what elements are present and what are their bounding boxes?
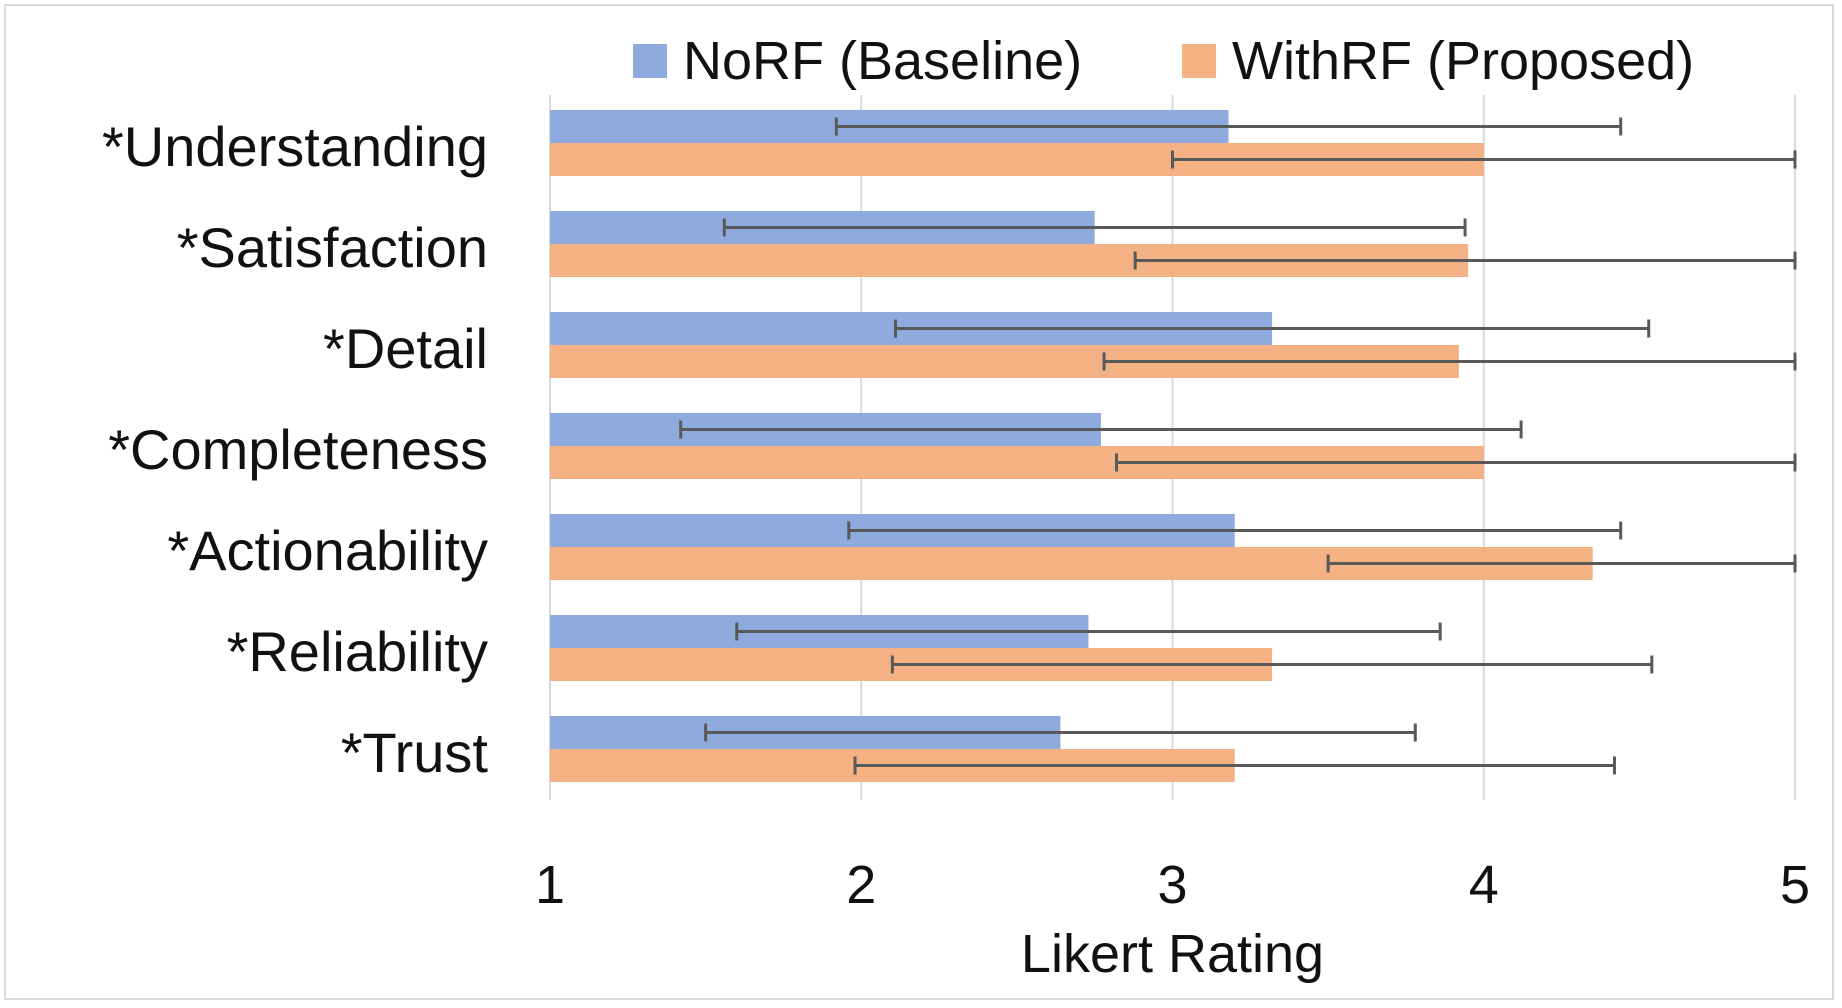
category-labels: *Understanding *Satisfaction *Detail *Compl…	[102, 115, 488, 784]
error-bar	[735, 622, 1442, 641]
category-label: *Reliability	[227, 620, 488, 683]
x-tick-label: 2	[846, 855, 876, 915]
category-label: *Detail	[323, 317, 488, 380]
error-bar	[704, 723, 1417, 742]
category-label: *Understanding	[102, 115, 488, 178]
legend: NoRF (Baseline) WithRF (Proposed)	[633, 31, 1694, 91]
category-label: *Completeness	[108, 418, 488, 481]
legend-label-norf: NoRF (Baseline)	[683, 31, 1082, 91]
legend-swatch-withrf	[1182, 44, 1216, 78]
error-bar	[722, 218, 1467, 237]
error-bar	[1133, 251, 1797, 270]
legend-label-withrf: WithRF (Proposed)	[1232, 31, 1694, 91]
error-bar	[1326, 554, 1797, 573]
error-bar	[853, 756, 1616, 775]
x-tick-label: 4	[1469, 855, 1499, 915]
x-tick-labels: 1 2 3 4 5	[535, 855, 1810, 915]
error-bars	[679, 117, 1797, 775]
error-bar	[1114, 453, 1797, 472]
x-axis-title: Likert Rating	[1021, 924, 1324, 984]
error-bar	[679, 420, 1523, 439]
bars	[550, 110, 1593, 782]
category-label: *Actionability	[167, 519, 488, 582]
x-tick-label: 3	[1157, 855, 1187, 915]
error-bar	[1171, 150, 1797, 169]
x-tick-label: 1	[535, 855, 565, 915]
category-label: *Satisfaction	[177, 216, 488, 279]
category-label: *Trust	[341, 721, 489, 784]
error-bar	[1102, 352, 1797, 371]
error-bar	[890, 655, 1654, 674]
error-bar	[834, 117, 1623, 136]
x-tick-label: 5	[1780, 855, 1810, 915]
error-bar	[893, 319, 1651, 338]
error-bar	[847, 521, 1623, 540]
legend-swatch-norf	[633, 44, 667, 78]
